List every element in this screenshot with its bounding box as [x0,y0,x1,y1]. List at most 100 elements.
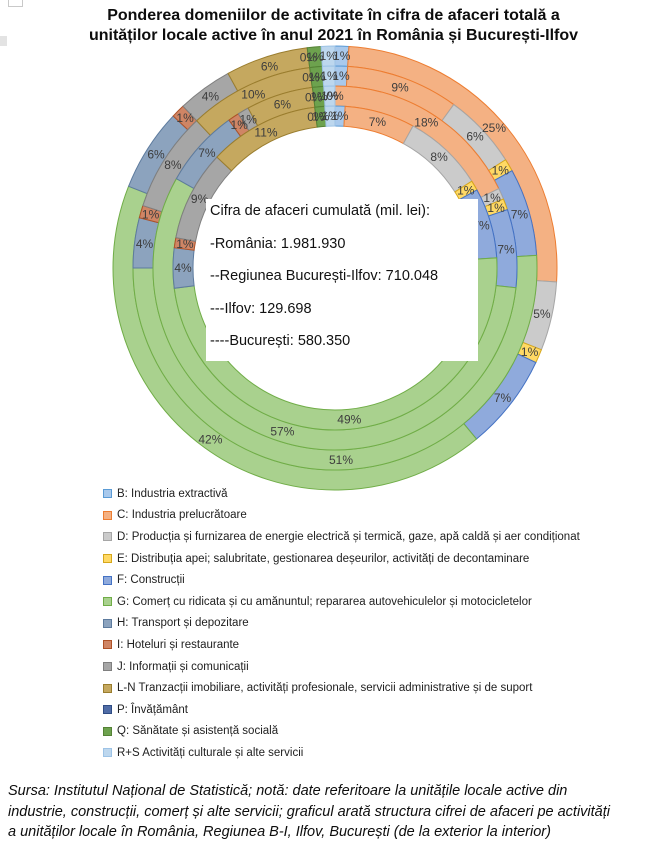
segment-label-Regiunea București-Ilfov-R+S: 1% [320,69,338,83]
segment-label-București-C: 7% [369,115,387,129]
legend-label: R+S Activități culturale și alte servici… [117,746,304,759]
segment-label-Ilfov-E: 1% [487,201,505,215]
center-line-bucuresti: ----București: 580.350 [210,333,351,349]
screen-edge-artifact-icon [0,36,7,46]
legend-label: C: Industria prelucrătoare [117,509,247,522]
legend-item-G: G: Comerț cu ridicata și cu amănuntul; r… [103,591,663,613]
legend-item-R+S: R+S Activități culturale și alte servici… [103,742,663,764]
source-line-1: Sursa: Institutul Național de Statistică… [8,783,568,799]
segment-label-Ilfov-P: 0% [305,90,323,104]
segment-label-Regiunea București-Ilfov-C: 9% [391,80,409,94]
legend-label: P: Învățământ [117,703,188,716]
segment-label-România-Q: 1% [306,50,324,64]
segment-label-România-R+S: 1% [320,49,338,63]
page-title: Ponderea domeniilor de activitate în cif… [0,6,667,47]
segment-label-Ilfov-D: 1% [483,191,501,205]
segment-label-România-E: 1% [521,345,539,359]
legend-label: D: Producția și furnizarea de energie el… [117,530,580,543]
segment-label-România-B: 1% [333,49,351,63]
segment-label-România-L-N: 6% [261,59,279,73]
legend-swatch-icon [103,575,112,585]
legend-label: B: Industria extractivă [117,487,228,500]
legend-swatch-icon [103,597,112,607]
legend-swatch-icon [103,640,112,650]
legend-item-P: P: Învățământ [103,699,663,721]
legend-item-I: I: Hoteluri și restaurante [103,634,663,656]
segment-label-București-H: 4% [174,261,192,275]
segment-label-România-H: 6% [147,147,165,161]
legend-item-D: D: Producția și furnizarea de energie el… [103,526,663,548]
segment-label-București-E: 1% [457,184,475,198]
legend-label: L-N Tranzacții imobiliare, activități pr… [117,682,533,695]
segment-label-București-I: 1% [176,237,194,251]
legend-label: F: Construcții [117,574,185,587]
center-heading: Cifra de afaceri cumulată (mil. lei): [210,203,430,219]
legend-swatch-icon [103,683,112,693]
center-textbox: Cifra de afaceri cumulată (mil. lei): -R… [206,199,478,361]
legend-swatch-icon [103,532,112,542]
segment-label-Ilfov-R+S: 1% [321,89,339,103]
segment-label-București-B: 1% [331,109,349,123]
legend-swatch-icon [103,618,112,628]
source-note: Sursa: Institutul Național de Statistică… [8,781,663,843]
legend-swatch-icon [103,489,112,499]
center-line-romania: -România: 1.981.930 [210,235,346,252]
segment-label-Ilfov-B: 0% [326,89,344,103]
segment-label-Ilfov-J: 1% [240,113,258,127]
legend-item-J: J: Informații și comunicații [103,656,663,678]
legend-item-L-N: L-N Tranzacții imobiliare, activități pr… [103,677,663,699]
segment-label-Regiunea București-Ilfov-G: 51% [329,453,353,467]
segment-label-București-G: 49% [337,412,361,426]
center-line-ilfov: ---Ilfov: 129.698 [210,300,312,317]
legend-label: E: Distribuția apei; salubritate, gestio… [117,552,530,565]
legend-swatch-icon [103,662,112,672]
segment-label-București-P: 0% [307,110,325,124]
segment-label-Regiunea București-Ilfov-D: 6% [466,130,484,144]
segment-label-Regiunea București-Ilfov-H: 4% [136,237,154,251]
segment-label-Ilfov-I: 1% [231,118,249,132]
legend-swatch-icon [103,726,112,736]
segment-label-Ilfov-Q: 1% [310,90,328,104]
segment-label-Ilfov-G: 57% [270,425,294,439]
segment-label-Regiunea București-Ilfov-L-N: 10% [241,87,265,101]
segment-label-București-D: 8% [430,150,448,164]
segment-label-România-G: 42% [198,433,222,447]
segment-label-Regiunea București-Ilfov-I: 1% [142,207,160,221]
legend-item-H: H: Transport și depozitare [103,613,663,635]
donut-chart: 1%25%5%1%7%42%6%1%4%6%0%1%1%1%9%6%1%7%51… [112,45,558,491]
segment-label-București-L-N: 11% [254,126,277,140]
segment-label-București-R+S: 1% [322,109,340,123]
segment-label-București-J: 9% [191,192,209,206]
legend-item-E: E: Distribuția apei; salubritate, gestio… [103,548,663,570]
segment-label-Ilfov-C: 18% [414,115,438,129]
segment-label-România-P: 0% [300,51,318,65]
segment-label-Regiunea București-Ilfov-B: 1% [332,69,350,83]
screen-corner-artifact-icon [8,0,23,7]
center-line-regiune: --Regiunea București-Ilfov: 710.048 [210,268,439,284]
legend-swatch-icon [103,554,112,564]
segment-label-Regiunea București-Ilfov-F: 7% [511,207,529,221]
segment-label-România-I: 1% [176,111,194,125]
segment-label-Regiunea București-Ilfov-P: 0% [302,71,320,85]
source-line-2: industrie, construcții, comerț și alte s… [8,803,610,820]
segment-label-Ilfov-L-N: 6% [274,97,292,111]
source-line-3: a unităților locale în România, Regiunea… [8,824,551,841]
legend-item-B: B: Industria extractivă [103,483,663,505]
legend-swatch-icon [103,705,112,715]
legend-item-C: C: Industria prelucrătoare [103,505,663,527]
segment-label-România-C: 25% [482,121,506,135]
legend-swatch-icon [103,510,112,520]
segment-label-România-J: 4% [202,90,220,104]
segment-label-România-D: 5% [533,307,551,321]
segment-label-București-Q: 1% [312,110,330,124]
segment-label-Regiunea București-Ilfov-E: 1% [492,163,510,177]
legend-item-Q: Q: Sănătate și asistență socială [103,721,663,743]
segment-label-Ilfov-H: 7% [198,146,216,160]
legend-label: Q: Sănătate și asistență socială [117,725,279,738]
legend-label: G: Comerț cu ridicata și cu amănuntul; r… [117,595,532,608]
legend-item-F: F: Construcții [103,569,663,591]
segment-label-Ilfov-F: 7% [497,242,515,256]
segment-label-România-F: 7% [494,391,512,405]
title-line-2: unităților locale active în anul 2021 în… [88,27,579,45]
